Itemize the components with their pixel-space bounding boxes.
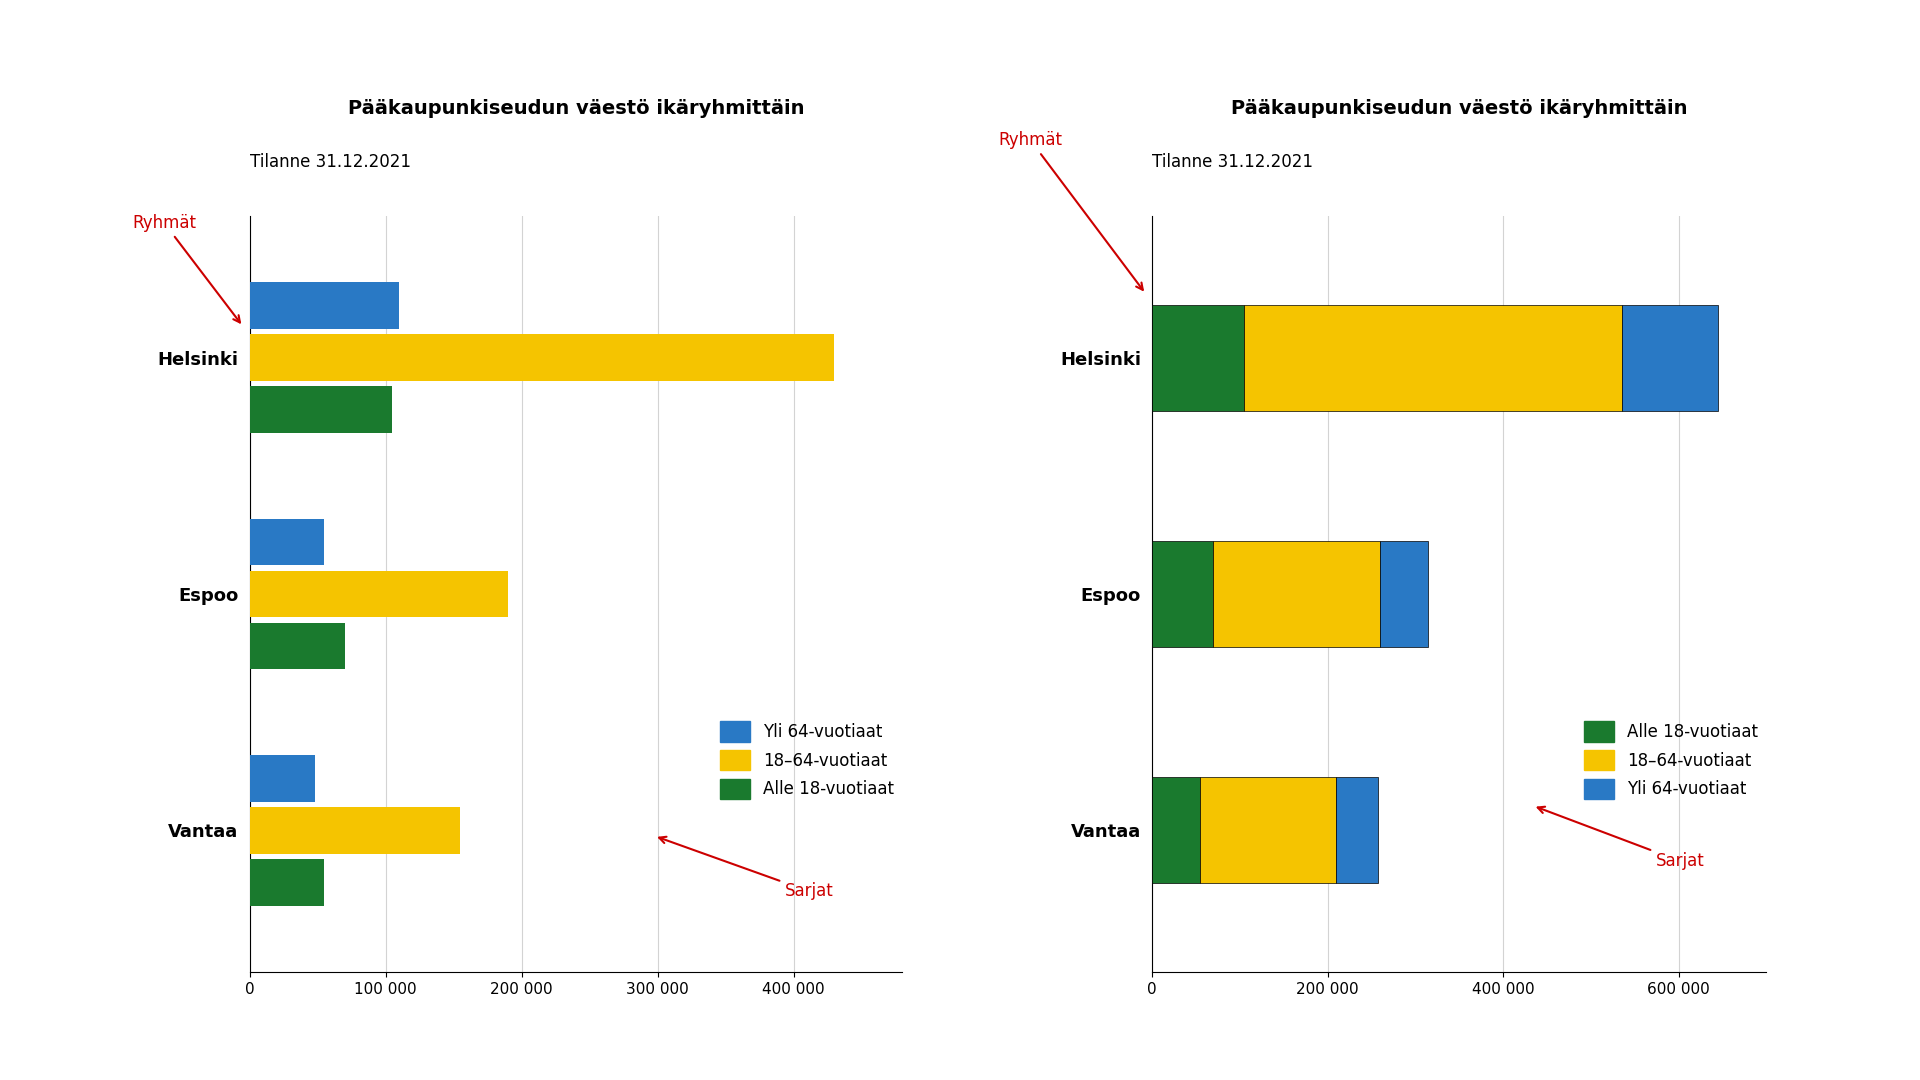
Bar xyxy=(250,755,315,801)
Text: Ryhmät: Ryhmät xyxy=(132,214,240,323)
Bar xyxy=(250,335,835,381)
Text: Tilanne 31.12.2021: Tilanne 31.12.2021 xyxy=(250,152,411,171)
Text: Ryhmät: Ryhmät xyxy=(998,131,1142,289)
Bar xyxy=(250,570,509,618)
Bar xyxy=(250,622,346,670)
Bar xyxy=(1244,305,1622,410)
Bar xyxy=(1200,778,1336,883)
Bar xyxy=(1380,541,1428,647)
Text: Pääkaupunkiseudun väestö ikäryhmittäin: Pääkaupunkiseudun väestö ikäryhmittäin xyxy=(1231,98,1688,118)
Bar xyxy=(1336,778,1379,883)
Legend: Alle 18-vuotiaat, 18–64-vuotiaat, Yli 64-vuotiaat: Alle 18-vuotiaat, 18–64-vuotiaat, Yli 64… xyxy=(1584,721,1759,799)
Legend: Yli 64-vuotiaat, 18–64-vuotiaat, Alle 18-vuotiaat: Yli 64-vuotiaat, 18–64-vuotiaat, Alle 18… xyxy=(720,721,895,799)
Bar xyxy=(250,859,324,906)
Text: Sarjat: Sarjat xyxy=(1538,807,1705,870)
Bar xyxy=(250,387,392,433)
Bar xyxy=(250,282,399,329)
Bar xyxy=(1213,541,1380,647)
Bar xyxy=(1622,305,1718,410)
Text: Sarjat: Sarjat xyxy=(659,837,833,901)
Bar xyxy=(1152,305,1244,410)
Bar xyxy=(250,807,461,853)
Text: Tilanne 31.12.2021: Tilanne 31.12.2021 xyxy=(1152,152,1313,171)
Bar xyxy=(1152,541,1213,647)
Text: Pääkaupunkiseudun väestö ikäryhmittäin: Pääkaupunkiseudun väestö ikäryhmittäin xyxy=(348,98,804,118)
Bar xyxy=(1152,778,1200,883)
Bar xyxy=(250,518,324,566)
